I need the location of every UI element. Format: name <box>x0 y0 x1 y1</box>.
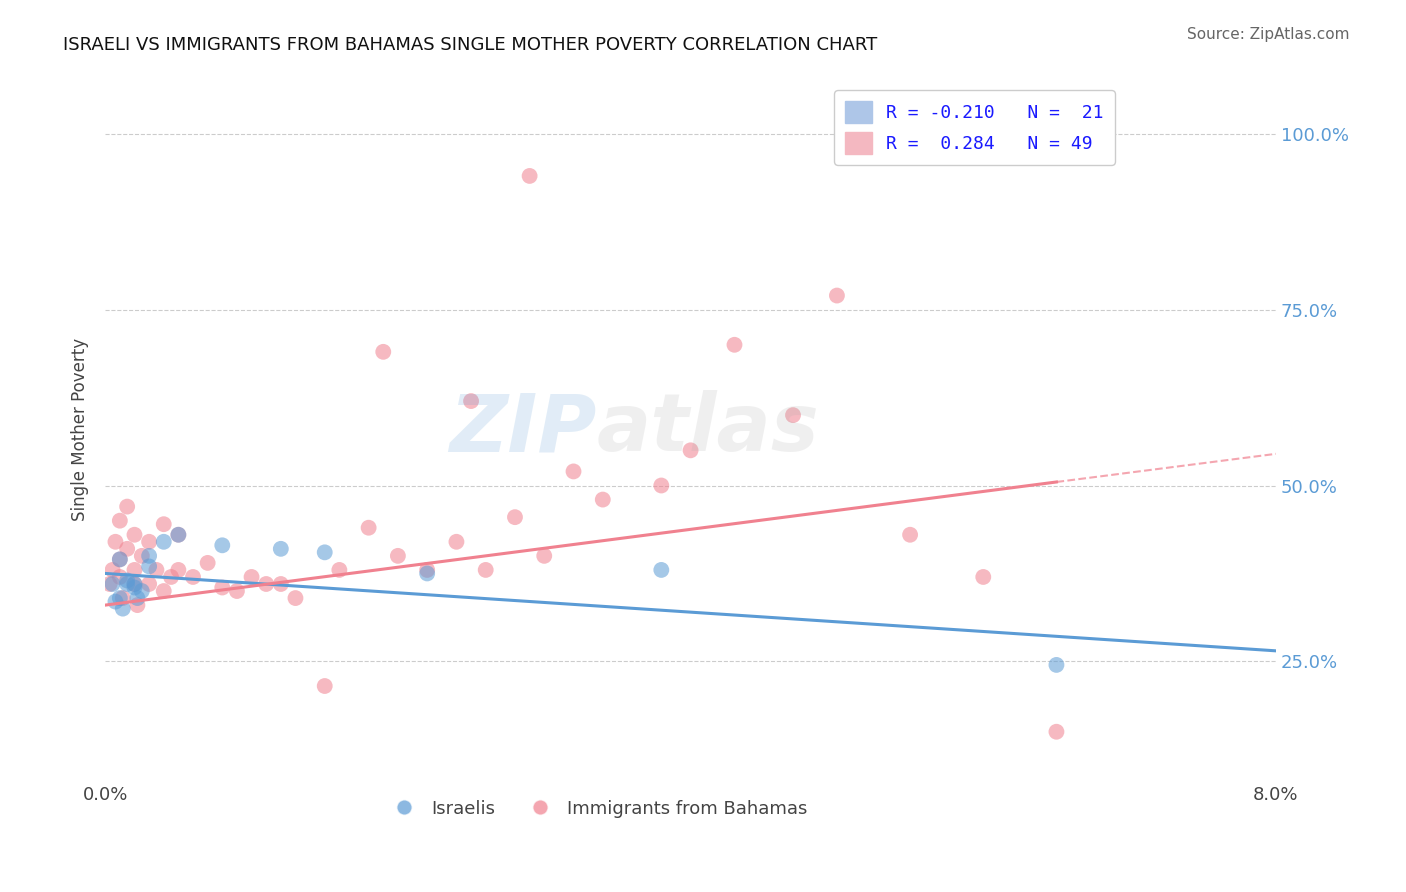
Point <box>167 563 190 577</box>
Point <box>104 594 127 608</box>
Point <box>115 541 138 556</box>
Point <box>124 581 146 595</box>
Point <box>124 577 146 591</box>
Point <box>503 510 526 524</box>
Point <box>314 679 336 693</box>
Point <box>197 556 219 570</box>
Text: Source: ZipAtlas.com: Source: ZipAtlas.com <box>1187 27 1350 42</box>
Point <box>270 541 292 556</box>
Point <box>115 574 138 588</box>
Point <box>474 563 496 577</box>
Point <box>1045 657 1067 672</box>
Point <box>145 563 167 577</box>
Point <box>127 598 149 612</box>
Point <box>108 591 131 605</box>
Point <box>98 577 121 591</box>
Point <box>284 591 307 605</box>
Point <box>650 478 672 492</box>
Point <box>115 577 138 591</box>
Point <box>138 534 160 549</box>
Point <box>152 584 174 599</box>
Point <box>160 570 183 584</box>
Point <box>131 549 153 563</box>
Point <box>127 591 149 605</box>
Point <box>111 601 134 615</box>
Point <box>562 465 585 479</box>
Point <box>211 581 233 595</box>
Point <box>825 288 848 302</box>
Point <box>270 577 292 591</box>
Point <box>181 570 204 584</box>
Point <box>1045 724 1067 739</box>
Point <box>101 577 124 591</box>
Point <box>167 527 190 541</box>
Point <box>387 549 409 563</box>
Point <box>357 521 380 535</box>
Point <box>723 338 745 352</box>
Point <box>115 500 138 514</box>
Point <box>167 527 190 541</box>
Point <box>211 538 233 552</box>
Point <box>152 534 174 549</box>
Text: atlas: atlas <box>598 390 820 468</box>
Point <box>152 517 174 532</box>
Point <box>314 545 336 559</box>
Point <box>104 534 127 549</box>
Point <box>138 549 160 563</box>
Point <box>592 492 614 507</box>
Point <box>416 563 439 577</box>
Y-axis label: Single Mother Poverty: Single Mother Poverty <box>72 338 89 521</box>
Point <box>111 591 134 605</box>
Point <box>240 570 263 584</box>
Point <box>373 344 395 359</box>
Point <box>519 169 541 183</box>
Point <box>679 443 702 458</box>
Point <box>226 584 249 599</box>
Point <box>108 552 131 566</box>
Point <box>972 570 994 584</box>
Point <box>101 563 124 577</box>
Point <box>108 570 131 584</box>
Point <box>782 408 804 422</box>
Point <box>446 534 468 549</box>
Point <box>650 563 672 577</box>
Point <box>416 566 439 581</box>
Point <box>533 549 555 563</box>
Point <box>124 527 146 541</box>
Point <box>898 527 921 541</box>
Point <box>138 559 160 574</box>
Point <box>254 577 277 591</box>
Point <box>124 577 146 591</box>
Point <box>138 577 160 591</box>
Point <box>108 552 131 566</box>
Legend: Israelis, Immigrants from Bahamas: Israelis, Immigrants from Bahamas <box>378 792 815 825</box>
Point <box>460 394 482 409</box>
Point <box>328 563 350 577</box>
Text: ZIP: ZIP <box>450 390 598 468</box>
Text: ISRAELI VS IMMIGRANTS FROM BAHAMAS SINGLE MOTHER POVERTY CORRELATION CHART: ISRAELI VS IMMIGRANTS FROM BAHAMAS SINGL… <box>63 36 877 54</box>
Point <box>131 584 153 599</box>
Point <box>124 563 146 577</box>
Point <box>108 514 131 528</box>
